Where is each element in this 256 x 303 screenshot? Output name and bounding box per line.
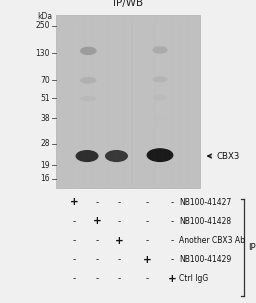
Text: Another CBX3 Ab: Another CBX3 Ab [179, 236, 245, 245]
Text: IP: IP [248, 243, 256, 252]
Text: -: - [95, 255, 98, 264]
Ellipse shape [76, 150, 99, 162]
Text: NB100-41428: NB100-41428 [179, 217, 231, 226]
Ellipse shape [80, 77, 97, 84]
Text: Ctrl IgG: Ctrl IgG [179, 274, 208, 283]
Text: -: - [118, 274, 121, 283]
Text: IP/WB: IP/WB [113, 0, 143, 8]
Text: -: - [146, 217, 149, 226]
Text: 38: 38 [40, 114, 50, 123]
Text: -: - [95, 274, 98, 283]
Text: -: - [95, 236, 98, 245]
Text: 70: 70 [40, 76, 50, 85]
Text: -: - [170, 217, 174, 226]
Text: 51: 51 [40, 94, 50, 103]
Text: -: - [146, 236, 149, 245]
Text: +: + [115, 235, 124, 246]
Text: -: - [118, 255, 121, 264]
Text: -: - [170, 255, 174, 264]
Text: -: - [118, 217, 121, 226]
Ellipse shape [105, 150, 128, 162]
Text: kDa: kDa [37, 12, 52, 21]
Text: -: - [73, 255, 76, 264]
Text: -: - [170, 236, 174, 245]
Text: 28: 28 [40, 139, 50, 148]
Ellipse shape [80, 96, 97, 101]
Text: -: - [146, 198, 149, 207]
Text: CBX3: CBX3 [216, 152, 240, 161]
Text: NB100-41427: NB100-41427 [179, 198, 231, 207]
Text: -: - [73, 217, 76, 226]
Text: -: - [95, 198, 98, 207]
Text: -: - [118, 198, 121, 207]
Text: +: + [70, 197, 79, 208]
Text: -: - [146, 274, 149, 283]
Ellipse shape [152, 46, 168, 54]
Text: -: - [170, 198, 174, 207]
Text: +: + [143, 255, 152, 265]
Ellipse shape [146, 148, 174, 162]
Ellipse shape [152, 76, 168, 82]
Ellipse shape [153, 116, 167, 121]
Text: 250: 250 [35, 21, 50, 30]
Text: 19: 19 [40, 161, 50, 170]
Bar [56, 15, 200, 188]
Text: -: - [73, 274, 76, 283]
Text: 16: 16 [40, 174, 50, 183]
Text: +: + [92, 216, 101, 227]
Ellipse shape [80, 47, 97, 55]
Ellipse shape [153, 95, 167, 100]
Text: 130: 130 [35, 48, 50, 58]
Text: -: - [73, 236, 76, 245]
Text: +: + [168, 274, 176, 284]
Text: NB100-41429: NB100-41429 [179, 255, 231, 264]
